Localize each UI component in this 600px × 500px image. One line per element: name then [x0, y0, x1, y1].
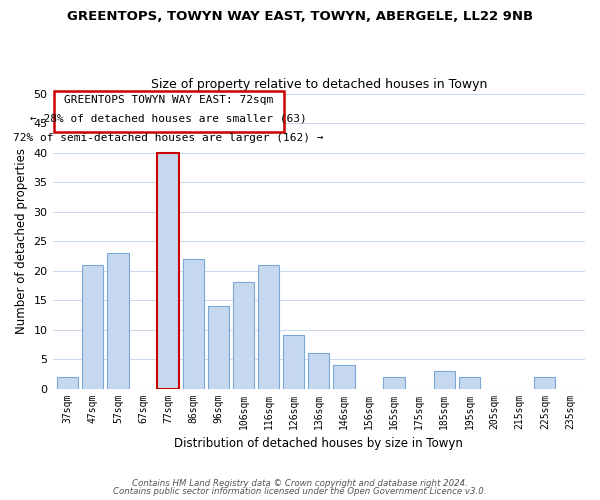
Bar [383, 377, 405, 388]
Bar [258, 264, 279, 388]
Bar [208, 306, 229, 388]
Bar [233, 282, 254, 389]
Bar [57, 377, 78, 388]
X-axis label: Distribution of detached houses by size in Towyn: Distribution of detached houses by size … [175, 437, 463, 450]
Bar [459, 377, 480, 388]
Bar [308, 353, 329, 388]
Bar [333, 365, 355, 388]
Bar [434, 371, 455, 388]
Text: ← 28% of detached houses are smaller (63): ← 28% of detached houses are smaller (63… [31, 114, 307, 124]
Bar [82, 264, 103, 388]
Bar [534, 377, 556, 388]
Title: Size of property relative to detached houses in Towyn: Size of property relative to detached ho… [151, 78, 487, 91]
Text: 72% of semi-detached houses are larger (162) →: 72% of semi-detached houses are larger (… [13, 132, 324, 142]
Bar [283, 336, 304, 388]
Text: Contains public sector information licensed under the Open Government Licence v3: Contains public sector information licen… [113, 487, 487, 496]
Y-axis label: Number of detached properties: Number of detached properties [15, 148, 28, 334]
Bar [107, 253, 128, 388]
Bar [157, 152, 179, 388]
Text: Contains HM Land Registry data © Crown copyright and database right 2024.: Contains HM Land Registry data © Crown c… [132, 478, 468, 488]
Text: GREENTOPS, TOWYN WAY EAST, TOWYN, ABERGELE, LL22 9NB: GREENTOPS, TOWYN WAY EAST, TOWYN, ABERGE… [67, 10, 533, 23]
Bar [182, 259, 204, 388]
Text: GREENTOPS TOWYN WAY EAST: 72sqm: GREENTOPS TOWYN WAY EAST: 72sqm [64, 94, 274, 104]
